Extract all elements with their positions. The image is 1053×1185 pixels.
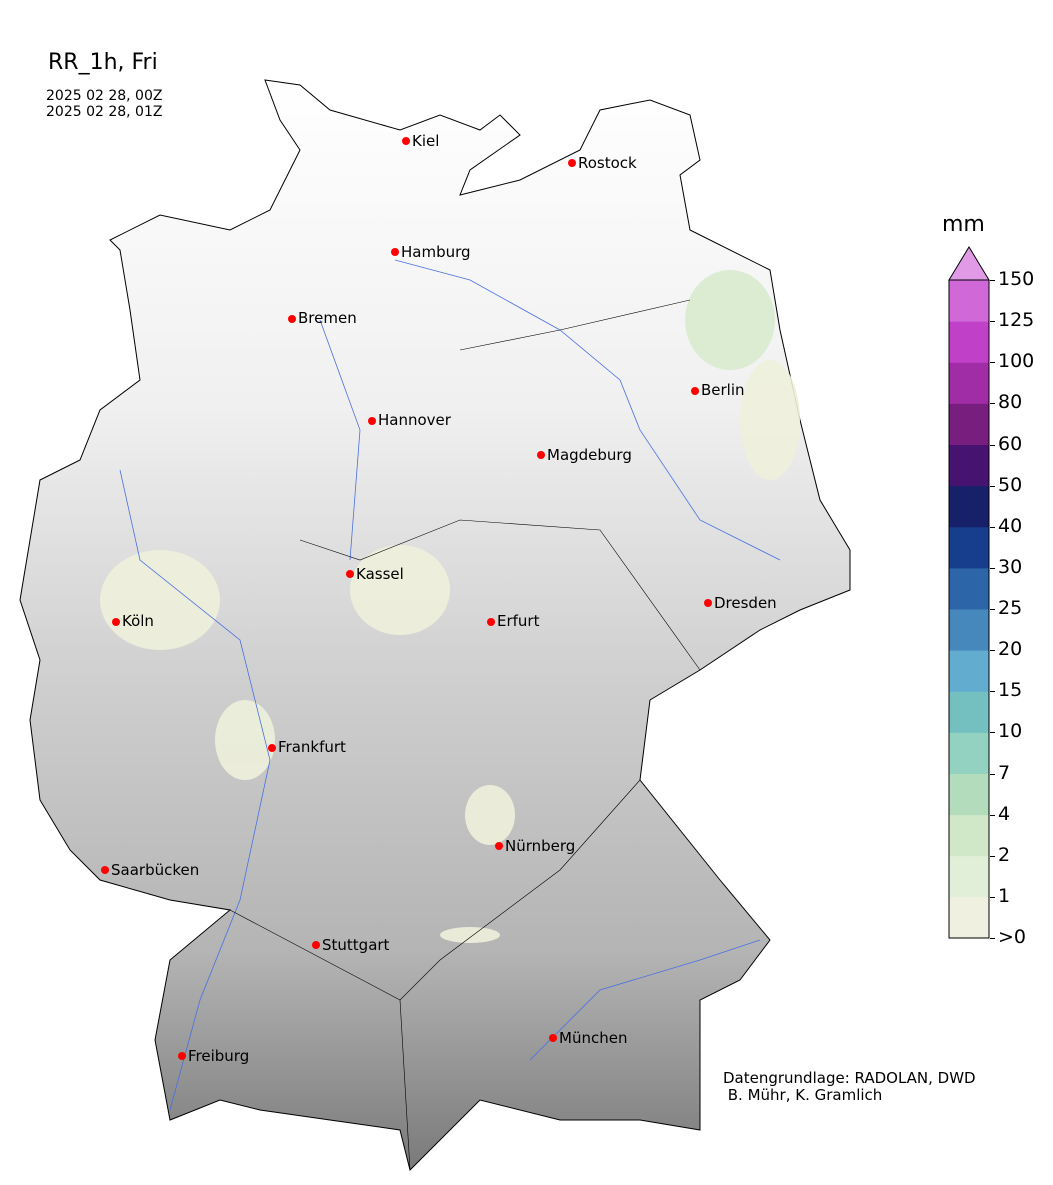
colorbar-unit: mm xyxy=(942,212,985,237)
colorbar-tick-mark xyxy=(990,526,995,528)
colorbar-tick-mark xyxy=(990,896,995,898)
time-start: 2025 02 28, 00Z xyxy=(46,88,163,104)
time-end: 2025 02 28, 01Z xyxy=(46,104,163,120)
colorbar-tick-mark xyxy=(990,321,995,323)
colorbar-tick-label: 1 xyxy=(998,884,1011,907)
colorbar-tick-mark xyxy=(990,732,995,734)
credit-authors: B. Mühr, K. Gramlich xyxy=(723,1086,883,1104)
colorbar-bin xyxy=(949,732,989,774)
city-label-dresden: Dresden xyxy=(714,594,777,612)
map-title: RR_1h, Fri xyxy=(48,50,158,75)
colorbar-tick-label: 80 xyxy=(998,391,1023,414)
city-marker xyxy=(691,387,699,395)
colorbar-tick-label: 4 xyxy=(998,802,1011,825)
state-borders xyxy=(229,299,701,1171)
colorbar-tick-label: 25 xyxy=(998,597,1023,619)
colorbar-bin xyxy=(949,444,989,487)
city-marker xyxy=(178,1052,186,1060)
colorbar-tick-label: 7 xyxy=(998,761,1011,784)
colorbar-tick-label: 60 xyxy=(998,432,1023,455)
colorbar-tick-label: 150 xyxy=(998,268,1035,290)
colorbar-tick-mark xyxy=(990,403,995,405)
city-label-hamburg: Hamburg xyxy=(401,243,471,261)
city-label-erfurt: Erfurt xyxy=(497,612,540,630)
city-marker xyxy=(487,618,495,626)
colorbar-tick-label: 20 xyxy=(998,638,1023,661)
city-marker xyxy=(549,1034,557,1042)
colorbar-tick-mark xyxy=(990,814,995,816)
colorbar-tick-label: 15 xyxy=(998,679,1023,702)
colorbar-tick-label: 125 xyxy=(998,309,1035,332)
city-marker xyxy=(101,866,109,874)
city-label-frankfurt: Frankfurt xyxy=(278,738,346,756)
colorbar-tick-mark xyxy=(990,567,995,569)
colorbar-tick-label: 10 xyxy=(998,720,1023,743)
city-label-bremen: Bremen xyxy=(298,309,357,327)
colorbar-tick-label: 2 xyxy=(998,843,1011,866)
colorbar-bin xyxy=(949,650,989,692)
city-label-saarbruecken: Saarbücken xyxy=(111,861,200,879)
city-label-muenchen: München xyxy=(559,1029,628,1047)
colorbar-extend-arrow xyxy=(948,246,990,281)
colorbar-bin xyxy=(949,485,989,528)
colorbar-bin xyxy=(949,280,989,322)
colorbar-tick-mark xyxy=(990,773,995,775)
colorbar-tick-mark xyxy=(990,855,995,857)
city-marker xyxy=(368,417,376,425)
city-label-magdeburg: Magdeburg xyxy=(547,446,632,464)
colorbar-bin xyxy=(949,403,989,445)
colorbar-bin xyxy=(949,609,989,651)
colorbar-bin xyxy=(949,567,989,610)
colorbar-tick-label: 100 xyxy=(998,350,1035,373)
colorbar-bin xyxy=(949,773,989,816)
colorbar-tick-label: 50 xyxy=(998,473,1023,496)
city-marker xyxy=(495,842,503,850)
city-marker xyxy=(288,315,296,323)
colorbar-bin xyxy=(949,526,989,569)
city-label-kassel: Kassel xyxy=(356,565,404,583)
city-label-rostock: Rostock xyxy=(578,154,637,172)
precipitation-areas xyxy=(100,270,800,943)
city-marker xyxy=(312,941,320,949)
city-label-freiburg: Freiburg xyxy=(188,1047,250,1065)
colorbar-tick-mark xyxy=(990,609,995,610)
colorbar-tick-mark xyxy=(990,280,995,281)
city-marker xyxy=(402,137,410,145)
rivers xyxy=(119,259,781,1111)
city-marker xyxy=(346,570,354,578)
city-marker xyxy=(568,159,576,167)
city-label-kiel: Kiel xyxy=(412,132,440,150)
city-marker xyxy=(268,744,276,752)
germany-outline xyxy=(19,79,851,1171)
city-label-koeln: Köln xyxy=(122,612,154,630)
city-marker xyxy=(704,599,712,607)
colorbar-frame xyxy=(948,279,990,939)
colorbar-bin xyxy=(949,814,989,857)
colorbar-tick-mark xyxy=(990,691,995,693)
colorbar-tick-mark xyxy=(990,485,995,487)
city-label-berlin: Berlin xyxy=(701,381,745,399)
colorbar-bin xyxy=(949,362,989,404)
city-label-stuttgart: Stuttgart xyxy=(322,936,390,954)
colorbar-bin xyxy=(949,691,989,733)
colorbar-tick-label: >0 xyxy=(998,926,1027,948)
colorbar-tick-label: 30 xyxy=(998,555,1023,578)
colorbar xyxy=(948,246,990,939)
credit-source: Datengrundlage: RADOLAN, DWD xyxy=(723,1069,976,1087)
colorbar-bin xyxy=(949,855,989,898)
colorbar-tick-mark xyxy=(990,938,995,939)
colorbar-bin xyxy=(949,896,989,939)
colorbar-tick-mark xyxy=(990,650,995,652)
colorbar-tick-mark xyxy=(990,444,995,446)
colorbar-tick-label: 40 xyxy=(998,514,1023,537)
colorbar-bin xyxy=(949,321,989,363)
city-label-nuernberg: Nürnberg xyxy=(505,837,576,855)
colorbar-tick-mark xyxy=(990,362,995,364)
city-label-hannover: Hannover xyxy=(378,411,451,429)
city-marker xyxy=(391,248,399,256)
city-marker xyxy=(112,618,120,626)
city-marker xyxy=(537,451,545,459)
